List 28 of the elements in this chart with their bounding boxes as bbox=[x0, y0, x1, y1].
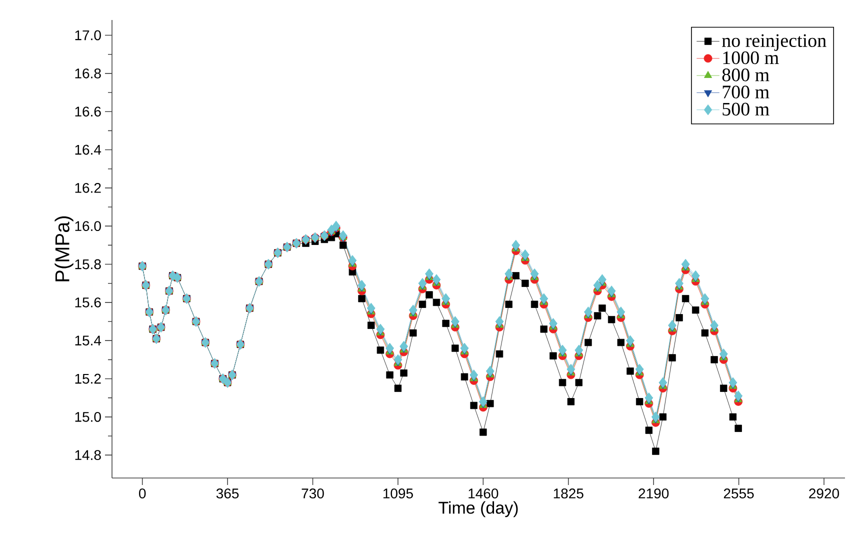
y-tick-label: 15.6 bbox=[75, 297, 101, 308]
x-axis-title: Time (day) bbox=[438, 501, 518, 518]
y-tick-label: 14.8 bbox=[75, 450, 101, 460]
y-axis-title: P(MPa) bbox=[54, 216, 74, 282]
y-tick-label: 15.4 bbox=[75, 336, 102, 346]
y-tick-label: 16.0 bbox=[75, 221, 101, 232]
legend-label: 1000 m bbox=[723, 51, 779, 64]
x-tick-label: 0 bbox=[139, 488, 146, 498]
x-tick-label: 1825 bbox=[554, 488, 584, 498]
y-tick-label: 16.6 bbox=[75, 106, 101, 117]
legend-label: 700 m bbox=[722, 86, 770, 98]
x-tick-label: 730 bbox=[302, 488, 324, 498]
x-tick-label: 365 bbox=[216, 488, 239, 498]
y-tick-label: 15.8 bbox=[75, 259, 101, 270]
legend-label: 800 m bbox=[722, 68, 770, 82]
y-tick-label: 15.2 bbox=[75, 374, 101, 384]
y-tick-label: 17.0 bbox=[75, 30, 101, 40]
x-tick-label: 1095 bbox=[383, 488, 413, 498]
y-tick-label: 16.2 bbox=[75, 182, 101, 193]
y-tick-label: 16.4 bbox=[75, 144, 102, 155]
x-tick-label: 2190 bbox=[638, 488, 669, 498]
legend-label: 500 m bbox=[722, 102, 770, 116]
x-tick-label: 2555 bbox=[724, 488, 754, 498]
y-tick-label: 16.8 bbox=[75, 68, 101, 78]
legend-label: no reinjection bbox=[722, 34, 826, 51]
x-tick-label: 1460 bbox=[468, 488, 498, 498]
x-tick-label: 2920 bbox=[809, 488, 840, 498]
y-tick-label: 15.0 bbox=[75, 412, 101, 422]
